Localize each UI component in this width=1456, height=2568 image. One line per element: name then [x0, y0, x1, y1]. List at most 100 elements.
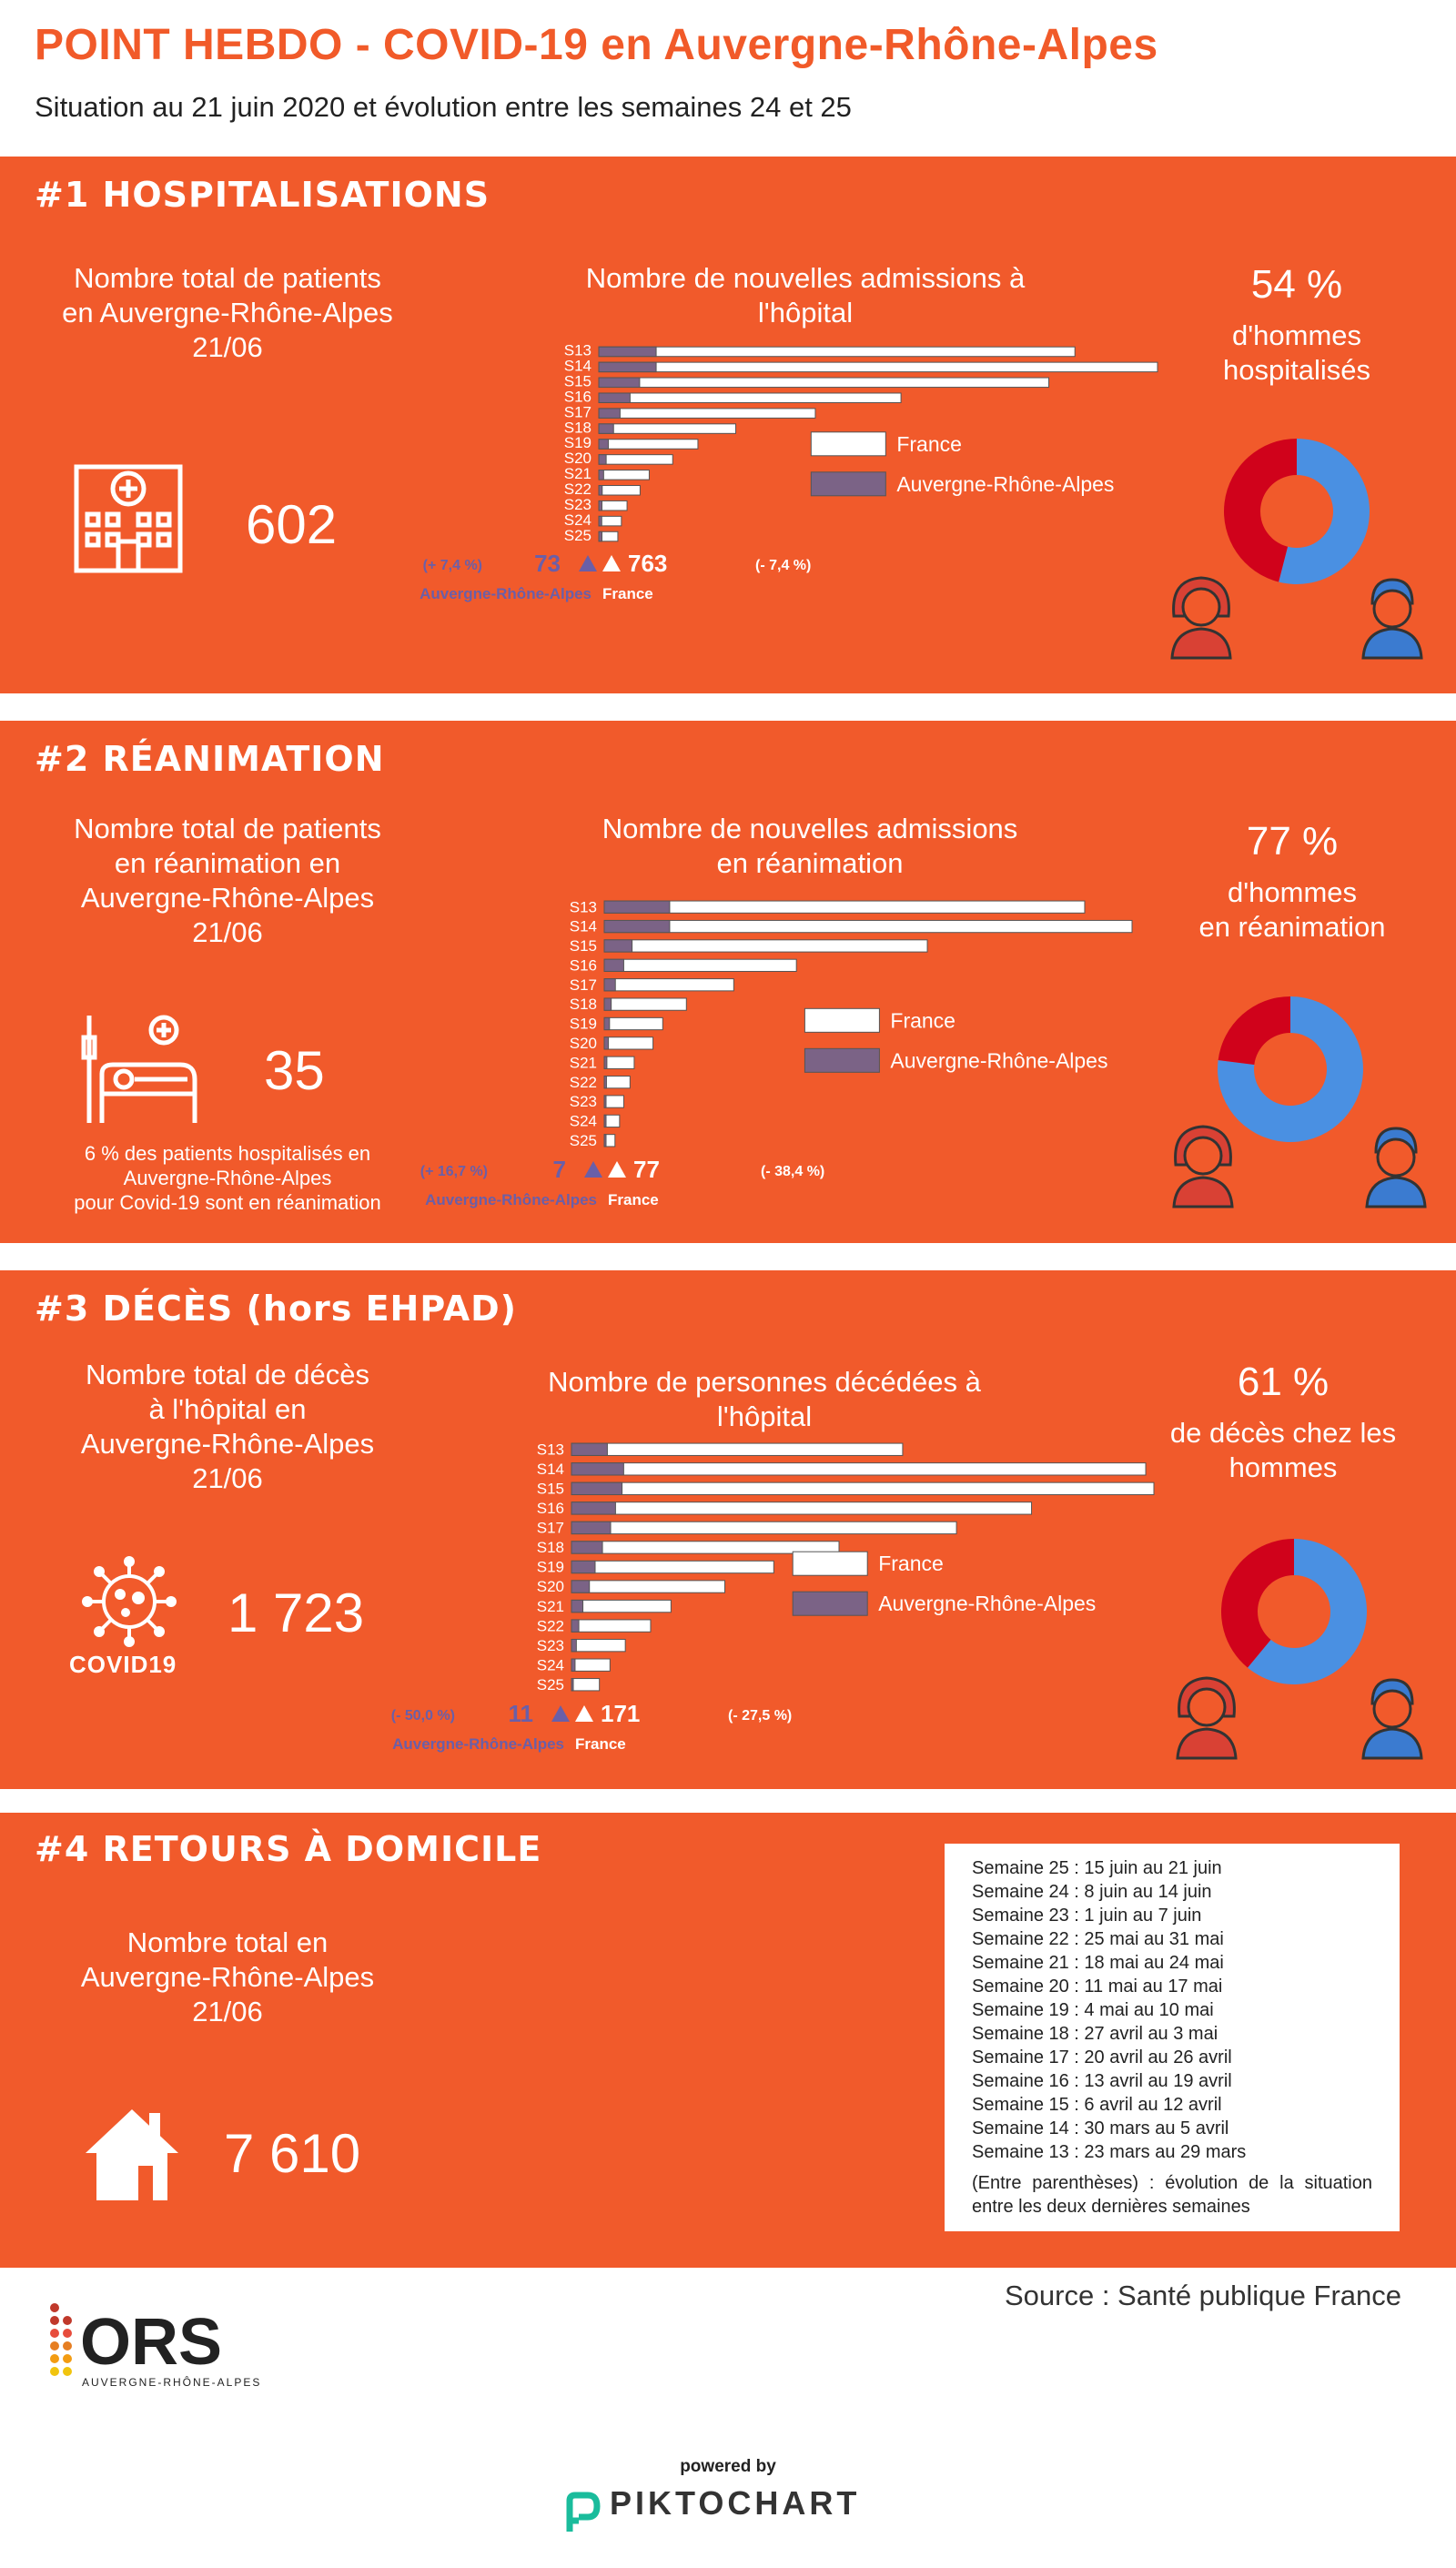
triangle-up-icon	[575, 1705, 593, 1722]
bar-region	[598, 408, 621, 419]
bar-region	[571, 1442, 608, 1456]
bar-region	[603, 1016, 611, 1031]
piktochart-logo-icon	[566, 2492, 601, 2532]
triangle-up-icon	[551, 1705, 570, 1722]
tick-label: S17	[537, 1520, 564, 1537]
tick-label: S20	[564, 450, 592, 467]
tick-label: S19	[564, 434, 592, 451]
pct-value: 61 %	[1237, 1360, 1330, 1404]
bar-france	[571, 1638, 626, 1653]
bar-france	[603, 939, 928, 953]
page-title: POINT HEBDO - COVID-19 en Auvergne-Rhône…	[35, 21, 1158, 69]
tick-label: S17	[564, 403, 592, 420]
bar-france	[571, 1658, 611, 1672]
bar-region	[598, 485, 603, 496]
tick-label: S15	[570, 937, 597, 955]
summary-region-label: Auvergne-Rhône-Alpes	[420, 585, 592, 602]
tick-label: S25	[570, 1132, 597, 1149]
bar-france	[598, 439, 699, 450]
chart-title: Nombre de nouvelles admissions à l'hôpit…	[585, 262, 1026, 329]
bar-region	[603, 900, 671, 914]
tick-label: S23	[564, 496, 592, 513]
bar-region	[598, 470, 604, 480]
bar-region	[603, 958, 624, 972]
bar-region	[603, 1036, 610, 1050]
left-label: Nombre total de patients en réanimation …	[74, 813, 381, 948]
bar-france	[598, 392, 902, 403]
weeks-legend-box: Semaine 25 : 15 juin au 21 juin Semaine …	[945, 1844, 1400, 2231]
summary-france-pct: (- 7,4 %)	[755, 558, 811, 573]
legend-label-region: Auvergne-Rhône-Alpes	[890, 1048, 1107, 1072]
triangle-up-icon	[602, 555, 621, 571]
woman-icon	[1170, 576, 1232, 660]
section-reanimation: #2 RÉANIMATION Nombre total de patients …	[0, 721, 1456, 1243]
bar-france	[603, 1036, 654, 1050]
bar-france	[571, 1481, 1155, 1496]
week-item: Semaine 15 : 6 avril au 12 avril	[972, 2095, 1222, 2115]
tick-label: S22	[570, 1074, 597, 1091]
tick-label: S25	[537, 1676, 564, 1693]
tick-label: S21	[537, 1598, 564, 1615]
triangle-up-icon	[579, 555, 597, 571]
donut-slice-women	[1224, 439, 1297, 582]
bar-region	[598, 392, 631, 403]
hospital-bed-icon	[81, 1015, 197, 1123]
tick-label: S18	[570, 996, 597, 1013]
tick-label: S14	[570, 918, 597, 935]
tick-label: S15	[537, 1481, 564, 1498]
section-hospitalisations: #1 HOSPITALISATIONS Nombre total de pati…	[0, 157, 1456, 693]
ors-logo: ORS AUVERGNE-RHÔNE-ALPES	[50, 2303, 259, 2389]
legend-label-france: France	[890, 1008, 956, 1032]
bar-region	[603, 939, 633, 953]
section-title: #1 HOSPITALISATIONS	[35, 175, 490, 215]
summary-region-label: Auvergne-Rhône-Alpes	[425, 1191, 597, 1208]
tick-label: S14	[564, 358, 592, 375]
bar-region	[603, 1056, 608, 1069]
bar-region	[598, 454, 607, 465]
page-subtitle: Situation au 21 juin 2020 et évolution e…	[35, 91, 852, 123]
legend-swatch-france	[810, 431, 886, 457]
bar-france	[571, 1521, 957, 1535]
house-icon	[86, 2109, 178, 2200]
bar-france	[603, 1114, 621, 1128]
week-item: Semaine 13 : 23 mars au 29 mars	[972, 2142, 1247, 2162]
section-title: #4 RETOURS À DOMICILE	[35, 1829, 542, 1869]
chart-title: Nombre de nouvelles admissions en réanim…	[602, 813, 1018, 879]
donut-chart-reanimation	[1218, 996, 1363, 1142]
donut-chart-hospitalisations	[1224, 439, 1370, 584]
bar-region	[571, 1560, 596, 1574]
dotted-divider	[0, 1252, 1456, 1265]
bar-france	[603, 1076, 631, 1089]
bar-france	[598, 408, 816, 419]
summary-region-pct: (+ 16,7 %)	[420, 1164, 488, 1179]
hospital-building-icon	[74, 464, 183, 573]
tick-label: S19	[570, 1016, 597, 1033]
man-icon	[1365, 1127, 1427, 1208]
week-item: Semaine 16 : 13 avril au 19 avril	[972, 2071, 1232, 2091]
summary-region-pct: (- 50,0 %)	[391, 1708, 455, 1724]
bar-region	[571, 1580, 591, 1593]
legend-swatch-region	[792, 1591, 868, 1616]
bar-region	[598, 377, 641, 389]
piktochart-text[interactable]: PIKTOCHART	[610, 2484, 861, 2522]
donut-slice-women	[1218, 996, 1290, 1065]
weeks-note: (Entre parenthèses) : évolution de la si…	[972, 2173, 1372, 2217]
bar-region	[603, 1114, 607, 1128]
tick-label: S16	[564, 388, 592, 405]
week-item: Semaine 17 : 20 avril au 26 avril	[972, 2047, 1232, 2068]
bar-france	[603, 958, 797, 972]
bar-region	[603, 997, 612, 1011]
tick-label: S15	[564, 373, 592, 390]
bar-region	[598, 531, 602, 542]
dotted-divider	[0, 703, 1456, 715]
tick-label: S24	[564, 511, 592, 529]
donut-chart-deces	[1221, 1539, 1367, 1684]
tick-label: S23	[537, 1637, 564, 1654]
reanimation-note: 6 % des patients hospitalisés en Auvergn…	[74, 1142, 381, 1214]
pct-value: 54 %	[1250, 262, 1343, 307]
bar-france	[603, 1095, 624, 1108]
source-text: Source : Santé publique France	[1005, 2280, 1401, 2311]
bar-france	[598, 423, 737, 434]
bar-chart-deces: S13 S14 S15 S16 S17 S18 S19 S20 S21 S22 S23 S24 S25 F…	[391, 1441, 1155, 1753]
